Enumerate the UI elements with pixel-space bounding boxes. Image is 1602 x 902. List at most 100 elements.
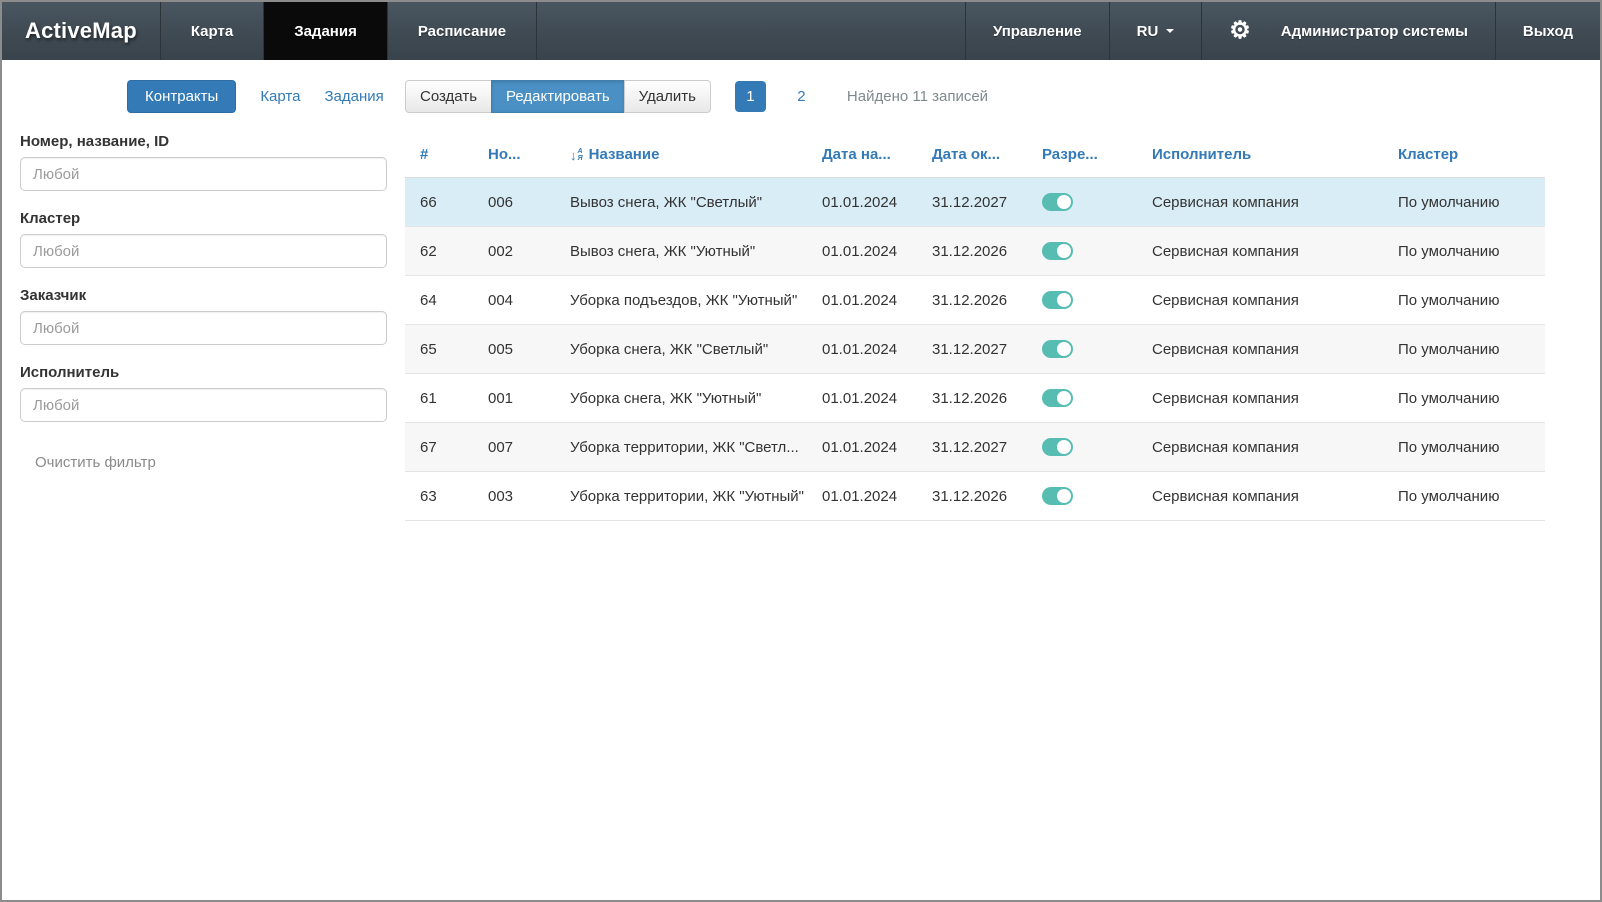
pagination: 12 [735, 81, 817, 112]
table-row[interactable]: 64004Уборка подъездов, ЖК "Уютный"01.01.… [405, 276, 1545, 325]
toolbar: Контракты Карта Задания СоздатьРедактирова… [2, 80, 1600, 113]
cell-name: Уборка территории, ЖК "Светл... [555, 423, 807, 472]
table-row[interactable]: 61001Уборка снега, ЖК "Уютный"01.01.2024… [405, 374, 1545, 423]
cell-number: 005 [473, 325, 555, 374]
view-tab[interactable]: Карта [260, 88, 300, 105]
table-row[interactable]: 67007Уборка территории, ЖК "Светл...01.0… [405, 423, 1545, 472]
user-name[interactable]: Администратор системы [1281, 23, 1468, 40]
view-tab[interactable]: Контракты [127, 80, 236, 113]
logout-button[interactable]: Выход [1495, 2, 1600, 60]
toggle-knob [1057, 391, 1071, 405]
cell-number: 004 [473, 276, 555, 325]
view-tab[interactable]: Задания [324, 88, 383, 105]
cell-date-end: 31.12.2026 [917, 276, 1027, 325]
gear-icon[interactable]: ⚙ [1229, 19, 1251, 43]
table-row[interactable]: 66006Вывоз снега, ЖК "Светлый"01.01.2024… [405, 178, 1545, 227]
cell-date-start: 01.01.2024 [807, 227, 917, 276]
toggle-knob [1057, 489, 1071, 503]
table-row[interactable]: 63003Уборка территории, ЖК "Уютный"01.01… [405, 472, 1545, 521]
logout-label: Выход [1523, 23, 1573, 40]
cell-executor: Сервисная компания [1137, 178, 1383, 227]
column-header[interactable]: Кластер [1383, 133, 1545, 178]
cell-enabled [1027, 423, 1137, 472]
cell-date-start: 01.01.2024 [807, 374, 917, 423]
contracts-table-area: #Но...↓АЯНазваниеДата на...Дата ок...Раз… [405, 133, 1600, 521]
filter-input[interactable] [20, 157, 387, 191]
page-button[interactable]: 2 [786, 81, 817, 112]
cell-number: 003 [473, 472, 555, 521]
cell-name: Уборка территории, ЖК "Уютный" [555, 472, 807, 521]
cell-id: 61 [405, 374, 473, 423]
column-header[interactable]: Исполнитель [1137, 133, 1383, 178]
result-count: Найдено 11 записей [847, 88, 988, 105]
enabled-toggle[interactable] [1042, 340, 1073, 358]
cell-id: 62 [405, 227, 473, 276]
filter-label: Кластер [20, 210, 387, 227]
cell-id: 63 [405, 472, 473, 521]
filter-input[interactable] [20, 311, 387, 345]
cell-executor: Сервисная компания [1137, 423, 1383, 472]
enabled-toggle[interactable] [1042, 193, 1073, 211]
cell-executor: Сервисная компания [1137, 276, 1383, 325]
toggle-knob [1057, 293, 1071, 307]
column-header[interactable]: ↓АЯНазвание [555, 133, 807, 178]
filter-field: Заказчик [20, 287, 387, 345]
column-header[interactable]: Дата на... [807, 133, 917, 178]
cell-name: Уборка подъездов, ЖК "Уютный" [555, 276, 807, 325]
cell-date-end: 31.12.2027 [917, 178, 1027, 227]
top-navigation-bar: ActiveMap КартаЗаданияРасписание Управле… [2, 2, 1600, 60]
main-nav-tab[interactable]: Расписание [388, 2, 537, 60]
cell-executor: Сервисная компания [1137, 227, 1383, 276]
cell-enabled [1027, 374, 1137, 423]
cell-cluster: По умолчанию [1383, 374, 1545, 423]
filter-input[interactable] [20, 234, 387, 268]
cell-date-end: 31.12.2027 [917, 423, 1027, 472]
enabled-toggle[interactable] [1042, 487, 1073, 505]
column-header[interactable]: Разре... [1027, 133, 1137, 178]
action-button-group: СоздатьРедактироватьУдалить [405, 80, 711, 113]
language-dropdown[interactable]: RU [1109, 2, 1202, 60]
filter-input[interactable] [20, 388, 387, 422]
cell-date-start: 01.01.2024 [807, 325, 917, 374]
sort-letter-bottom: Я [578, 156, 583, 163]
enabled-toggle[interactable] [1042, 291, 1073, 309]
enabled-toggle[interactable] [1042, 438, 1073, 456]
nav-right-section: Управление RU ⚙ Администратор системы Вы… [965, 2, 1600, 60]
user-section: ⚙ Администратор системы [1201, 2, 1495, 60]
filter-field: Исполнитель [20, 364, 387, 422]
cell-cluster: По умолчанию [1383, 325, 1545, 374]
enabled-toggle[interactable] [1042, 389, 1073, 407]
cell-number: 006 [473, 178, 555, 227]
action-button[interactable]: Редактировать [491, 80, 625, 113]
cell-id: 64 [405, 276, 473, 325]
filter-field: Кластер [20, 210, 387, 268]
main-nav: КартаЗаданияРасписание [161, 2, 537, 60]
content-area: Номер, название, IDКластерЗаказчикИсполн… [2, 133, 1600, 521]
app-logo: ActiveMap [2, 2, 161, 60]
column-header[interactable]: Но... [473, 133, 555, 178]
table-header-row: #Но...↓АЯНазваниеДата на...Дата ок...Раз… [405, 133, 1545, 178]
column-header[interactable]: Дата ок... [917, 133, 1027, 178]
action-button[interactable]: Создать [405, 80, 492, 113]
sort-alpha-asc-icon: ↓АЯ [570, 149, 583, 162]
main-nav-tab[interactable]: Задания [264, 2, 388, 60]
main-nav-tab[interactable]: Карта [161, 2, 264, 60]
cell-name: Вывоз снега, ЖК "Уютный" [555, 227, 807, 276]
column-header[interactable]: # [405, 133, 473, 178]
table-row[interactable]: 62002Вывоз снега, ЖК "Уютный"01.01.20243… [405, 227, 1545, 276]
table-row[interactable]: 65005Уборка снега, ЖК "Светлый"01.01.202… [405, 325, 1545, 374]
cell-cluster: По умолчанию [1383, 227, 1545, 276]
cell-cluster: По умолчанию [1383, 423, 1545, 472]
cell-number: 002 [473, 227, 555, 276]
cell-date-start: 01.01.2024 [807, 423, 917, 472]
nav-item-management[interactable]: Управление [965, 2, 1109, 60]
cell-executor: Сервисная компания [1137, 472, 1383, 521]
clear-filter-link[interactable]: Очистить фильтр [35, 454, 156, 471]
page-button[interactable]: 1 [735, 81, 766, 112]
app-window: ActiveMap КартаЗаданияРасписание Управле… [0, 0, 1602, 902]
filter-fields: Номер, название, IDКластерЗаказчикИсполн… [20, 133, 387, 422]
enabled-toggle[interactable] [1042, 242, 1073, 260]
chevron-down-icon [1166, 29, 1174, 33]
cell-date-start: 01.01.2024 [807, 472, 917, 521]
action-button[interactable]: Удалить [624, 80, 711, 113]
